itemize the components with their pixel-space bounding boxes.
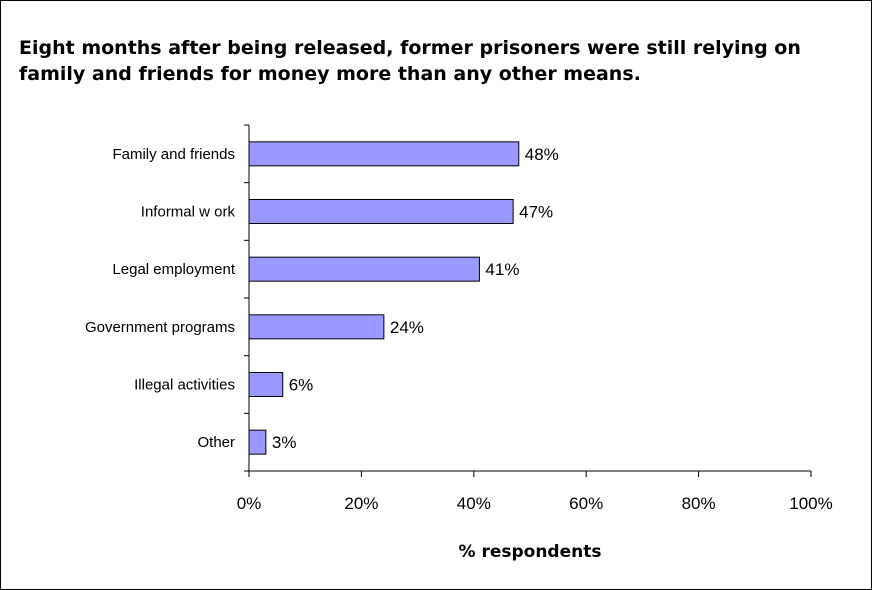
data-label: 6% (289, 376, 314, 395)
bar (248, 199, 514, 224)
bars-layer (248, 141, 520, 455)
bar (248, 141, 520, 167)
x-tick-label: 100% (789, 494, 832, 513)
category-label: Other (197, 434, 235, 451)
bar (248, 314, 385, 340)
labels-layer: Family and friends 48% Informal w ork 47% Le… (85, 145, 833, 513)
x-tick-label: 0% (237, 494, 262, 513)
category-label: Government programs (85, 319, 235, 336)
x-tick-label: 20% (344, 494, 378, 513)
bar (248, 429, 267, 455)
bar (248, 372, 284, 397)
x-axis-title: % respondents (459, 542, 602, 562)
category-label: Family and friends (112, 146, 235, 163)
data-label: 47% (519, 203, 553, 222)
data-label: 48% (525, 145, 559, 164)
chart-title: Eight months after being released, forme… (19, 37, 801, 85)
data-label: 41% (485, 260, 519, 279)
x-tick-label: 40% (457, 494, 491, 513)
data-label: 3% (272, 433, 297, 452)
data-label: 24% (390, 318, 424, 337)
axes-layer (244, 124, 812, 477)
category-label: Legal employment (112, 261, 235, 278)
bar (248, 256, 480, 282)
category-label: Illegal activities (134, 377, 235, 394)
x-tick-label: 60% (569, 494, 603, 513)
x-tick-label: 80% (682, 494, 716, 513)
category-label: Informal w ork (141, 204, 236, 221)
